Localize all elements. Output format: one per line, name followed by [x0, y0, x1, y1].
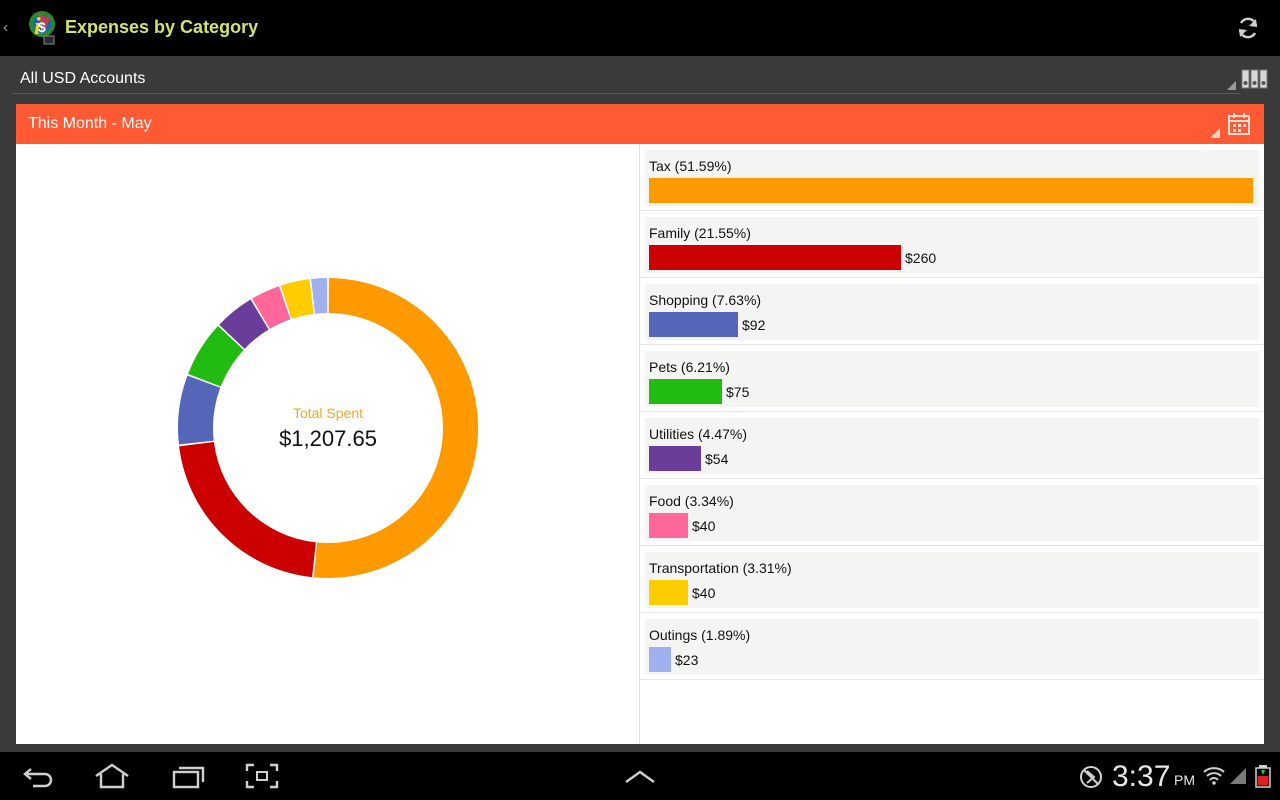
category-name: Utilities (4.47%)	[649, 426, 748, 442]
period-selector[interactable]: This Month - May	[16, 104, 1264, 144]
refresh-icon	[1238, 17, 1258, 39]
dropdown-indicator-icon	[1210, 128, 1220, 138]
category-row[interactable]: Outings (1.89%) $23	[640, 613, 1264, 680]
app-logo-icon[interactable]: i $	[14, 8, 58, 48]
category-name: Transportation (3.31%)	[649, 560, 792, 576]
category-row[interactable]: Food (3.34%) $40	[640, 479, 1264, 546]
account-selector-label: All USD Accounts	[20, 70, 146, 87]
category-bar	[649, 379, 722, 404]
back-button[interactable]	[17, 760, 61, 792]
dropdown-indicator-icon	[1227, 81, 1236, 90]
category-row[interactable]: Pets (6.21%) $75	[640, 345, 1264, 412]
total-spent-value: $1,207.65	[279, 426, 377, 451]
calendar-button[interactable]	[1226, 111, 1252, 137]
action-bar: ‹ i $ Expenses by Category	[0, 0, 1280, 56]
category-row[interactable]: Transportation (3.31%) $40	[640, 546, 1264, 613]
refresh-button[interactable]	[1232, 12, 1264, 44]
category-row[interactable]: Utilities (4.47%) $54	[640, 412, 1264, 479]
category-name: Food (3.34%)	[649, 493, 734, 509]
category-row-background	[645, 418, 1259, 474]
donut-slice[interactable]	[188, 326, 244, 387]
category-bar	[649, 178, 1253, 203]
status-clock: 3:37	[1112, 760, 1171, 793]
category-bar	[649, 580, 688, 605]
back-icon	[23, 768, 53, 788]
donut-slice[interactable]	[178, 375, 221, 445]
category-bar	[649, 312, 738, 337]
donut-chart-panel: Total Spent $1,207.65	[16, 144, 640, 744]
category-bar	[649, 245, 901, 270]
donut-slice[interactable]	[311, 278, 328, 314]
category-amount: $75	[726, 384, 750, 400]
category-row[interactable]: Family (21.55%) $260	[640, 211, 1264, 278]
accounts-icon	[1241, 69, 1268, 89]
donut-slice[interactable]	[280, 279, 314, 319]
category-name: Tax (51.59%)	[649, 158, 732, 174]
category-row-background	[645, 485, 1259, 541]
category-bar	[649, 647, 671, 672]
account-selector[interactable]: All USD Accounts	[12, 62, 1240, 94]
wifi-icon	[1203, 767, 1225, 785]
app-title: Expenses by Category	[65, 17, 259, 37]
status-ampm: PM	[1174, 772, 1195, 788]
svg-text:i: i	[34, 14, 41, 40]
donut-slice[interactable]	[252, 286, 291, 329]
category-name: Shopping (7.63%)	[649, 292, 762, 308]
category-amount: $23	[675, 652, 699, 668]
home-button[interactable]	[90, 760, 134, 792]
donut-slice[interactable]	[219, 299, 269, 349]
category-list: Tax (51.59%) Family (21.55%) $260 Shopping …	[640, 144, 1264, 744]
category-amount: $54	[705, 451, 729, 467]
chevron-up-icon	[625, 770, 655, 783]
category-row[interactable]: Tax (51.59%)	[640, 144, 1264, 211]
up-caret-icon[interactable]: ‹	[3, 19, 9, 36]
total-spent-label: Total Spent	[292, 405, 364, 421]
system-navigation-bar: 3:37 PM	[0, 752, 1280, 800]
category-amount: $40	[692, 518, 716, 534]
signal-icon	[1230, 768, 1246, 784]
battery-icon	[1255, 765, 1271, 788]
category-bar	[649, 446, 701, 471]
home-icon	[95, 763, 129, 789]
category-row[interactable]: Shopping (7.63%) $92	[640, 278, 1264, 345]
category-row-background	[645, 351, 1259, 407]
category-row-background	[645, 619, 1259, 675]
donut-slice[interactable]	[179, 442, 316, 578]
donut-slice[interactable]	[313, 278, 478, 578]
recent-apps-button[interactable]	[166, 760, 210, 792]
usb-debug-icon	[1080, 766, 1102, 788]
category-bar	[649, 513, 688, 538]
category-amount: $260	[905, 250, 937, 266]
category-name: Outings (1.89%)	[649, 627, 751, 643]
recent-apps-icon	[172, 766, 205, 789]
svg-text:$: $	[38, 19, 46, 35]
show-more-button[interactable]	[618, 760, 662, 792]
category-row-background	[645, 284, 1259, 340]
category-amount: $92	[742, 317, 766, 333]
category-amount: $40	[692, 585, 716, 601]
period-label: This Month - May	[28, 115, 152, 132]
calendar-icon	[1228, 113, 1250, 135]
donut-chart	[178, 278, 478, 578]
content-area: Total Spent $1,207.65 Tax (51.59%) Family…	[16, 144, 1264, 744]
category-name: Pets (6.21%)	[649, 359, 730, 375]
screenshot-icon	[245, 763, 279, 789]
category-name: Family (21.55%)	[649, 225, 751, 241]
accounts-button[interactable]	[1240, 66, 1270, 92]
screenshot-button[interactable]	[240, 760, 284, 792]
category-row-background	[645, 552, 1259, 608]
